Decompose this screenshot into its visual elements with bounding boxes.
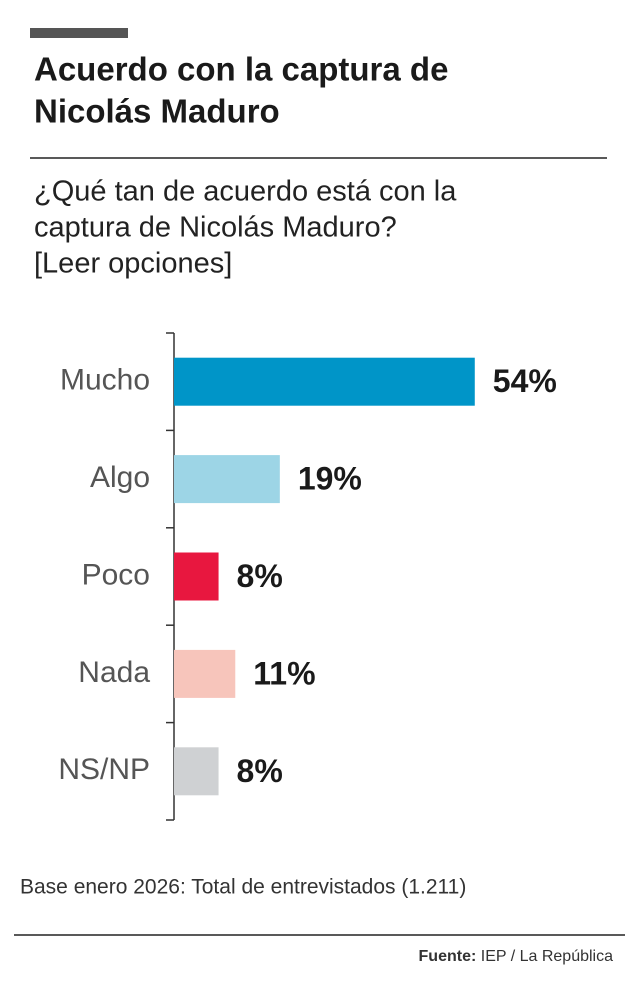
source: Fuente: IEP / La República [419, 948, 614, 965]
bar [174, 552, 219, 601]
category-label: Mucho [60, 364, 150, 397]
subtitle: ¿Qué tan de acuerdo está con la [34, 176, 457, 208]
source-text: IEP / La República [481, 948, 613, 965]
bar [174, 747, 219, 796]
value-label: 8% [237, 753, 283, 789]
category-label: Algo [90, 461, 150, 494]
source-label: Fuente: [419, 948, 477, 965]
value-label: 8% [237, 558, 283, 594]
top-accent [30, 28, 128, 38]
subtitle: [Leer opciones] [34, 248, 232, 280]
chart-title: Acuerdo con la captura de [34, 51, 448, 88]
category-label: NS/NP [58, 753, 150, 786]
category-label: Nada [78, 656, 150, 689]
bar [174, 649, 236, 698]
subtitle: captura de Nicolás Maduro? [34, 212, 397, 244]
value-label: 54% [493, 363, 557, 399]
value-label: 19% [298, 461, 362, 497]
bar [174, 455, 280, 504]
plot: Mucho 54% Algo 19% Poco 8% Nada 11% NS/NP 8% [58, 332, 557, 821]
chart-title: Nicolás Maduro [34, 93, 280, 130]
value-label: 11% [253, 655, 315, 691]
note: Base enero 2026: Total de entrevistados … [20, 876, 466, 899]
category-label: Poco [82, 558, 150, 591]
bar [174, 357, 475, 406]
